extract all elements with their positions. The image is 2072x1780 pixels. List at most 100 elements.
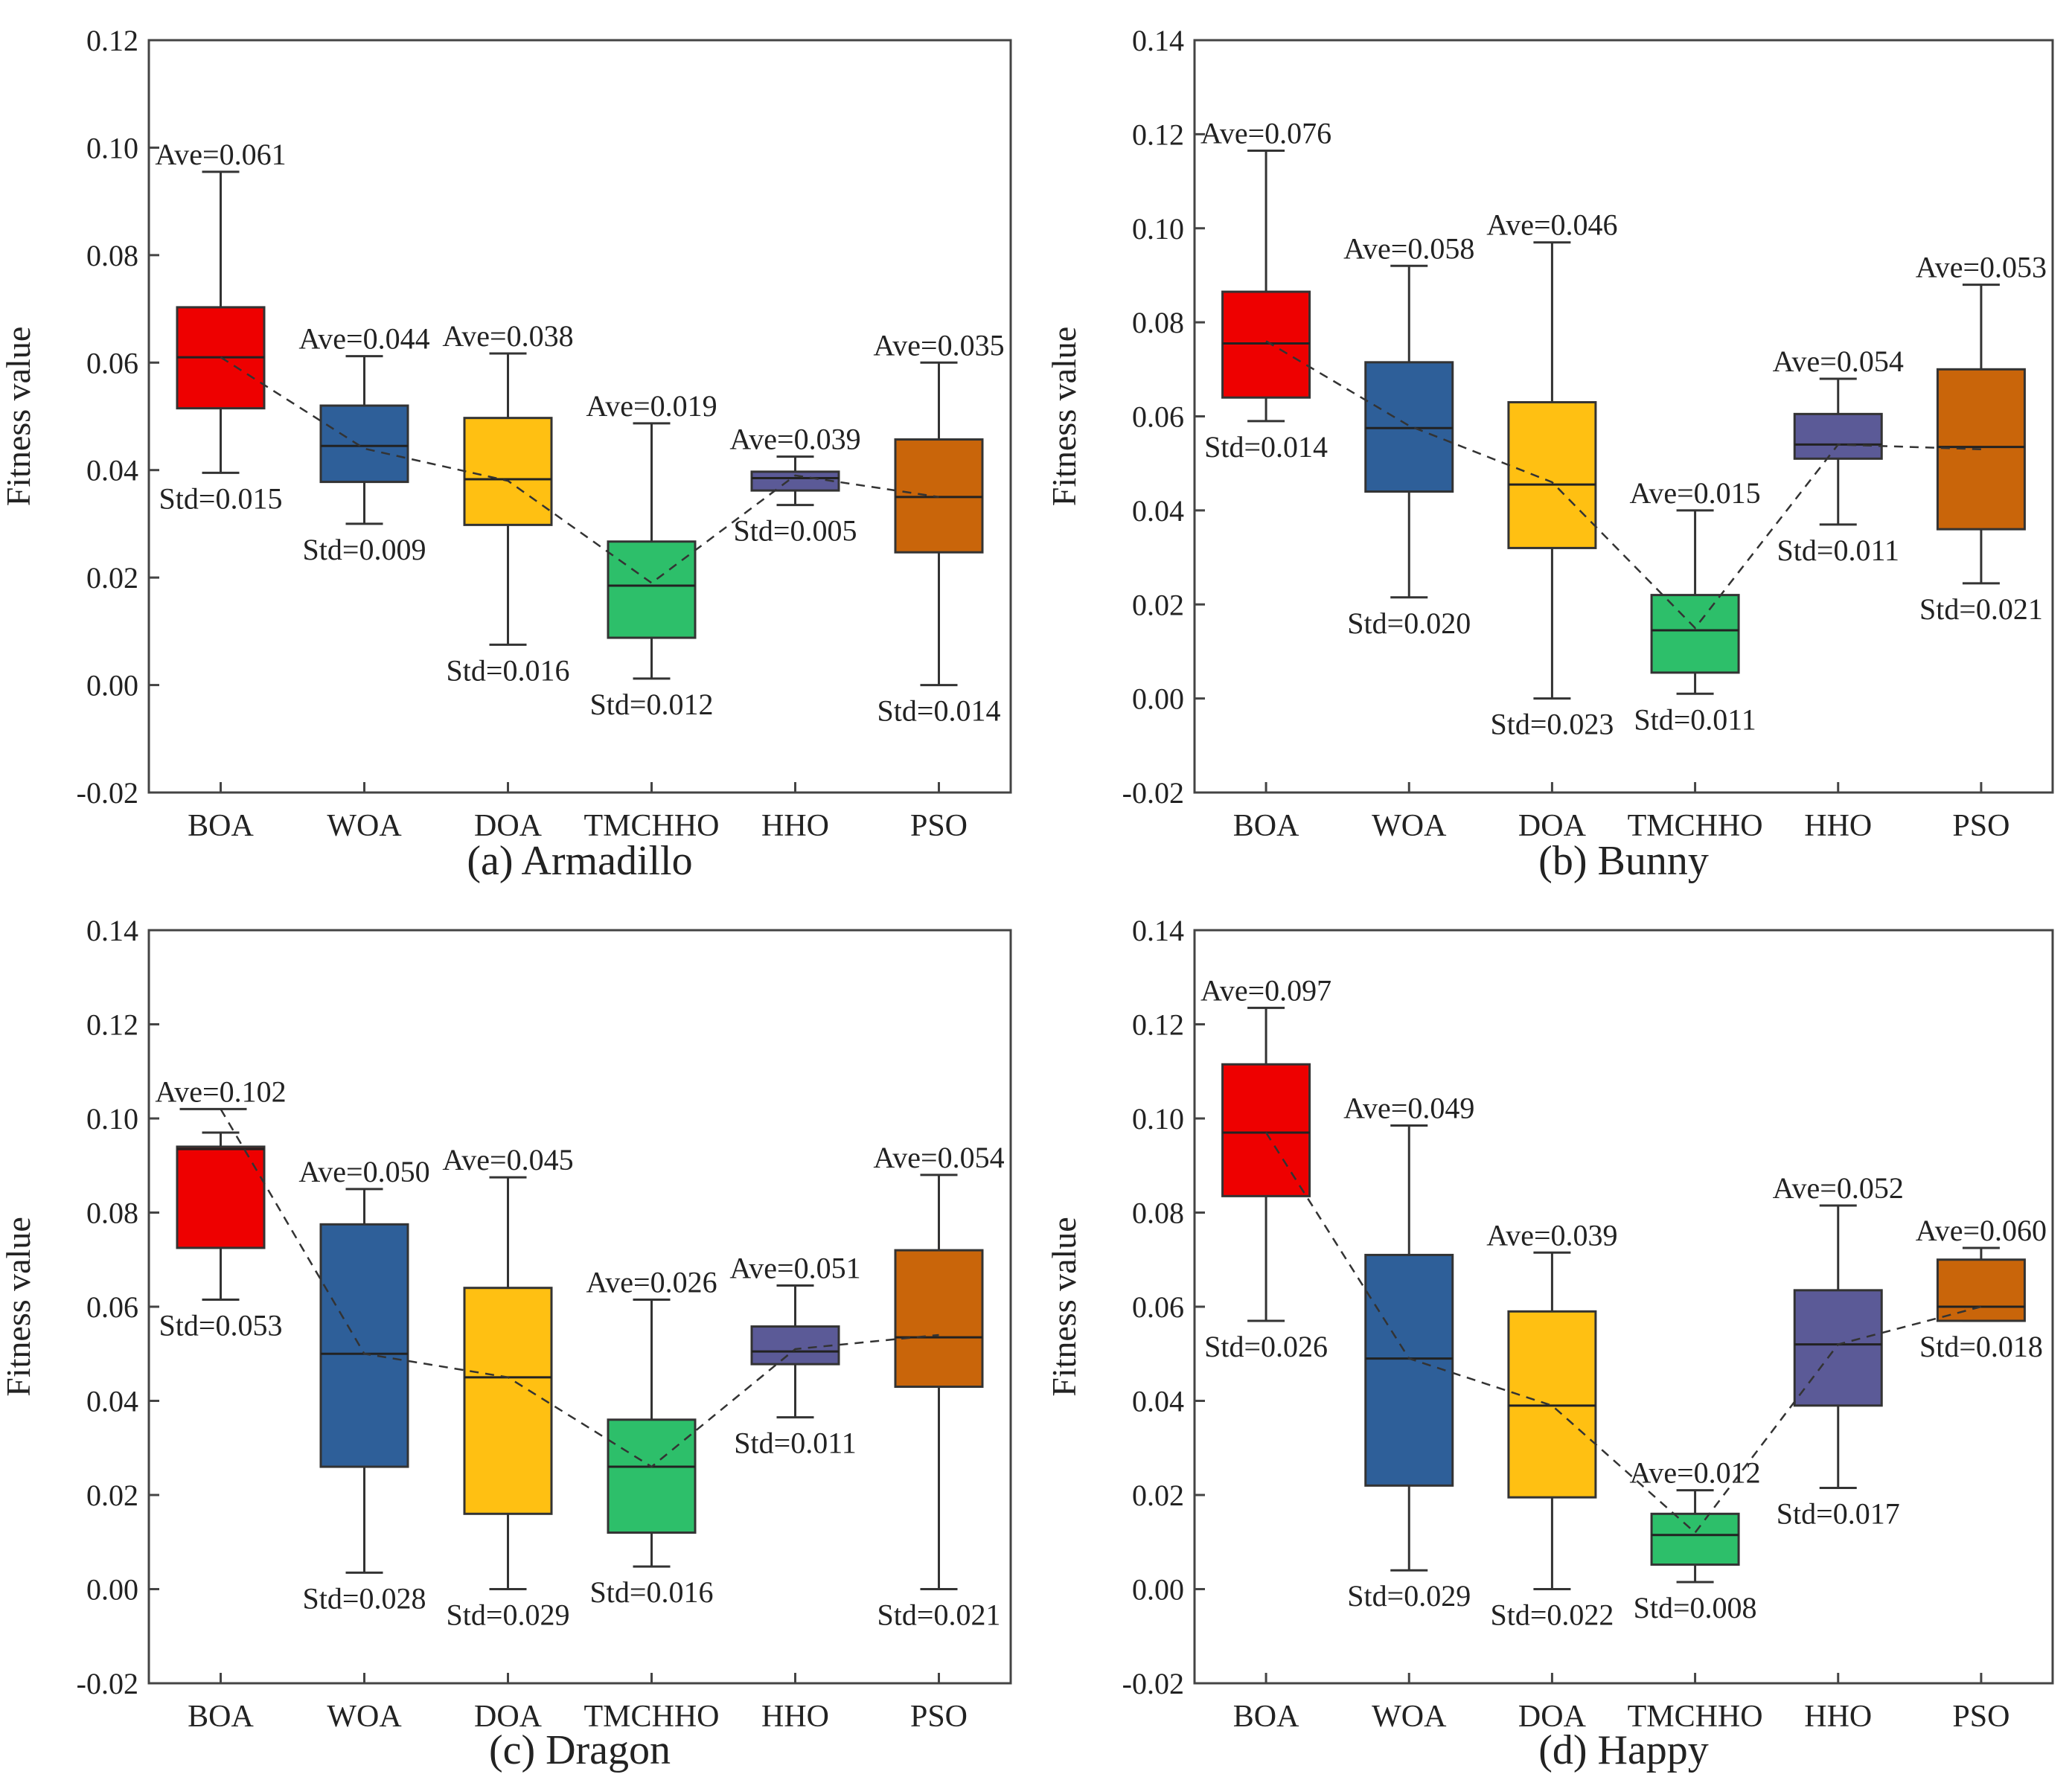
ave-label: Ave=0.060 bbox=[1916, 1214, 2047, 1247]
ave-label: Ave=0.049 bbox=[1343, 1091, 1474, 1124]
box-tmchho: Ave=0.012 Std=0.008 bbox=[1629, 1456, 1760, 1624]
ave-label: Ave=0.026 bbox=[586, 1266, 717, 1299]
y-tick-label: 0.08 bbox=[1132, 306, 1184, 339]
y-tick-label: -0.02 bbox=[1122, 1667, 1184, 1700]
std-label: Std=0.014 bbox=[1204, 430, 1328, 464]
std-label: Std=0.053 bbox=[159, 1309, 283, 1342]
y-tick-label: 0.08 bbox=[86, 239, 138, 272]
ave-label: Ave=0.046 bbox=[1486, 208, 1617, 242]
y-tick-label: 0.14 bbox=[1132, 914, 1184, 947]
y-axis-label: Fitness value bbox=[0, 327, 37, 506]
panel-a: -0.02 0.00 0.02 0.04 0.06 0.08 0.10 0.12 Fitness… bbox=[0, 24, 1012, 884]
iqr-box bbox=[319, 404, 409, 484]
std-label: Std=0.016 bbox=[590, 1575, 714, 1609]
box-woa: Ave=0.049 Std=0.029 bbox=[1343, 1091, 1474, 1613]
box-tmchho: Ave=0.019 Std=0.012 bbox=[586, 389, 717, 721]
x-tick-label: DOA bbox=[1518, 809, 1587, 843]
x-tick-label: WOA bbox=[1372, 809, 1447, 843]
std-label: Std=0.021 bbox=[877, 1598, 1001, 1632]
x-tick-label: BOA bbox=[188, 809, 254, 843]
y-tick-label: 0.00 bbox=[86, 669, 138, 702]
x-tick-label: PSO bbox=[1952, 809, 2009, 843]
y-tick-label: 0.14 bbox=[1132, 24, 1184, 57]
box-hho: Ave=0.051 Std=0.011 bbox=[729, 1252, 860, 1460]
panel-caption: (d) Happy bbox=[1538, 1727, 1709, 1773]
box-hho: Ave=0.039 Std=0.005 bbox=[729, 423, 860, 548]
std-label: Std=0.009 bbox=[303, 533, 426, 566]
ave-label: Ave=0.044 bbox=[298, 322, 429, 356]
iqr-box bbox=[1364, 1253, 1454, 1487]
ave-label: Ave=0.050 bbox=[298, 1155, 429, 1188]
ave-label: Ave=0.039 bbox=[1486, 1218, 1617, 1252]
iqr-box bbox=[1221, 1063, 1311, 1197]
box-boa: Ave=0.102 Std=0.053 bbox=[155, 1075, 286, 1342]
panel-b: -0.02 0.00 0.02 0.04 0.06 0.08 0.10 0.12 0.14 Fit… bbox=[1045, 24, 2054, 884]
box-boa: Ave=0.076 Std=0.014 bbox=[1200, 116, 1331, 463]
iqr-box bbox=[1507, 401, 1597, 549]
x-tick-label: DOA bbox=[474, 1700, 543, 1734]
ave-label: Ave=0.054 bbox=[873, 1141, 1004, 1174]
std-label: Std=0.021 bbox=[1919, 592, 2043, 626]
iqr-box bbox=[1793, 412, 1883, 460]
y-tick-label: 0.00 bbox=[1132, 1573, 1184, 1607]
panel-c: -0.02 0.00 0.02 0.04 0.06 0.08 0.10 0.12 0.14 Fit… bbox=[0, 914, 1012, 1773]
ave-label: Ave=0.039 bbox=[729, 423, 860, 456]
iqr-box bbox=[1364, 361, 1454, 493]
box-woa: Ave=0.044 Std=0.009 bbox=[298, 322, 429, 566]
box-pso: Ave=0.035 Std=0.014 bbox=[873, 328, 1004, 727]
mean-trend-line bbox=[1265, 1132, 1982, 1534]
y-tick-label: 0.04 bbox=[86, 454, 138, 487]
std-label: Std=0.014 bbox=[877, 694, 1001, 728]
ave-label: Ave=0.015 bbox=[1629, 476, 1760, 510]
std-label: Std=0.005 bbox=[734, 514, 857, 548]
y-tick-label: 0.12 bbox=[1132, 118, 1184, 151]
mean-trend-line bbox=[220, 356, 939, 584]
y-tick-label: 0.08 bbox=[86, 1197, 138, 1230]
ave-label: Ave=0.097 bbox=[1200, 973, 1331, 1007]
ave-label: Ave=0.102 bbox=[155, 1075, 286, 1108]
y-tick-label: 0.04 bbox=[86, 1385, 138, 1418]
box-doa: Ave=0.045 Std=0.029 bbox=[442, 1143, 573, 1631]
x-tick-label: HHO bbox=[1804, 809, 1872, 843]
y-tick-label: 0.10 bbox=[1132, 212, 1184, 246]
plot-frame bbox=[147, 39, 1012, 794]
iqr-box bbox=[1936, 1258, 2026, 1322]
y-tick-label: 0.04 bbox=[1132, 1385, 1184, 1418]
box-pso: Ave=0.054 Std=0.021 bbox=[873, 1141, 1004, 1632]
x-tick-label: HHO bbox=[1804, 1700, 1872, 1734]
ave-label: Ave=0.045 bbox=[442, 1143, 573, 1176]
y-tick-label: 0.12 bbox=[1132, 1008, 1184, 1042]
y-axis-label: Fitness value bbox=[1045, 1217, 1083, 1396]
iqr-box bbox=[463, 1287, 553, 1515]
std-label: Std=0.029 bbox=[1347, 1579, 1471, 1613]
iqr-box bbox=[1793, 1289, 1883, 1407]
x-tick-label: TMCHHO bbox=[1628, 809, 1763, 843]
y-tick-label: 0.00 bbox=[86, 1573, 138, 1607]
y-tick-label: -0.02 bbox=[1122, 776, 1184, 810]
y-tick-label: 0.02 bbox=[86, 1479, 138, 1512]
box-pso: Ave=0.060 Std=0.018 bbox=[1916, 1214, 2047, 1363]
y-tick-label: 0.10 bbox=[1132, 1102, 1184, 1136]
x-tick-label: BOA bbox=[1233, 809, 1299, 843]
y-tick-label: -0.02 bbox=[77, 776, 138, 810]
y-axis-label: Fitness value bbox=[1045, 327, 1083, 506]
box-doa: Ave=0.046 Std=0.023 bbox=[1486, 208, 1617, 741]
x-tick-label: WOA bbox=[327, 809, 402, 843]
std-label: Std=0.022 bbox=[1490, 1598, 1614, 1632]
plot-frame bbox=[1193, 929, 2054, 1685]
iqr-box bbox=[1507, 1310, 1597, 1499]
ave-label: Ave=0.038 bbox=[442, 319, 573, 353]
iqr-box bbox=[1221, 290, 1311, 399]
iqr-box bbox=[1936, 368, 2026, 531]
iqr-box bbox=[1650, 1512, 1740, 1566]
y-tick-label: -0.02 bbox=[77, 1667, 138, 1700]
y-tick-label: 0.10 bbox=[86, 131, 138, 164]
iqr-box bbox=[319, 1223, 409, 1468]
box-boa: Ave=0.097 Std=0.026 bbox=[1200, 973, 1331, 1363]
y-tick-label: 0.02 bbox=[1132, 588, 1184, 621]
y-tick-label: 0.14 bbox=[86, 914, 138, 947]
box-hho: Ave=0.054 Std=0.011 bbox=[1773, 345, 1904, 567]
x-tick-label: DOA bbox=[474, 809, 543, 843]
x-tick-label: WOA bbox=[327, 1700, 402, 1734]
